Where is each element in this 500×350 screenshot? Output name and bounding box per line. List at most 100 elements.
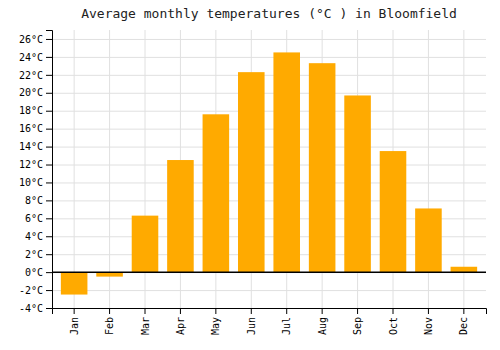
title: Average monthly temperatures (°C ) in Bl…	[81, 6, 457, 21]
grid-line-group	[52, 57, 486, 58]
grid-line	[52, 39, 486, 40]
grid-line	[463, 30, 464, 308]
tick-mark	[357, 308, 358, 314]
grid-line	[52, 200, 486, 201]
grid-line-group	[52, 75, 486, 76]
tick: Aug	[317, 308, 328, 335]
tick-mark	[46, 200, 52, 201]
tick-mark	[46, 93, 52, 94]
tick-mark	[46, 272, 52, 273]
tick-mark	[109, 308, 110, 314]
plot: -4°C -2°C 0°C 2°C 4°C 6°C 8°C 10°C 12°C 14°C 16°C 1…	[19, 30, 487, 335]
tick: Apr	[175, 308, 186, 335]
tick-label: Jan	[69, 317, 80, 335]
bars	[52, 52, 486, 294]
tick-label: Apr	[175, 317, 186, 335]
tick-label: 8°C	[25, 195, 43, 206]
tick-mark	[46, 308, 52, 309]
tick-mark	[46, 129, 52, 130]
y-axis: -4°C -2°C 0°C 2°C 4°C 6°C 8°C 10°C 12°C 14°C 16°C 1…	[19, 31, 53, 314]
tick-label: Jul	[281, 317, 292, 335]
bar	[61, 272, 88, 294]
tick: 16°C	[19, 123, 52, 134]
grid-line	[52, 75, 486, 76]
tick-mark	[46, 111, 52, 112]
tick-label: 24°C	[19, 52, 43, 63]
grid-line	[52, 182, 486, 183]
grid-line	[74, 30, 75, 308]
tick-label: 14°C	[19, 141, 43, 152]
tick-label: -4°C	[19, 303, 43, 314]
axis-line	[53, 309, 487, 315]
grid-line-group	[52, 165, 486, 166]
grid-line-group	[52, 182, 486, 183]
tick-mark	[46, 165, 52, 166]
x-grid	[74, 30, 464, 308]
grid-line	[52, 290, 486, 291]
tick-mark	[393, 308, 394, 314]
grid-line-group	[52, 147, 486, 148]
bar	[451, 267, 478, 272]
tick-mark	[46, 254, 52, 255]
bar	[344, 95, 371, 272]
tick-mark	[286, 308, 287, 314]
grid-line-group	[109, 30, 110, 308]
tick-mark	[180, 308, 181, 314]
tick: Jan	[69, 308, 80, 335]
grid-line-group	[52, 111, 486, 112]
bar	[273, 52, 300, 272]
grid-line-group	[52, 129, 486, 130]
bar	[132, 216, 159, 272]
tick: Jul	[281, 308, 292, 335]
tick: Sep	[352, 308, 363, 335]
tick: 4°C	[25, 231, 52, 242]
tick: Nov	[423, 308, 434, 335]
grid-line-group	[74, 30, 75, 308]
tick-label: 16°C	[19, 123, 43, 134]
tick: 2°C	[25, 249, 52, 260]
grid-line-group	[52, 290, 486, 291]
bar	[238, 72, 265, 272]
tick: 24°C	[19, 52, 52, 63]
tick-label: Nov	[423, 317, 434, 335]
grid-line	[52, 129, 486, 130]
tick: 0°C	[25, 267, 52, 278]
tick-mark	[46, 236, 52, 237]
tick: 6°C	[25, 213, 52, 224]
tick-label: 20°C	[19, 87, 43, 98]
tick-mark	[46, 57, 52, 58]
grid-line-group	[463, 30, 464, 308]
grid-line	[109, 30, 110, 308]
grid-line-group	[52, 200, 486, 201]
tick-label: 2°C	[25, 249, 43, 260]
tick: -4°C	[19, 303, 52, 314]
tick: 26°C	[19, 34, 52, 45]
tick-mark	[46, 39, 52, 40]
tick-label: 18°C	[19, 105, 43, 116]
bar	[415, 208, 442, 272]
tick-mark	[463, 308, 464, 314]
tick: -2°C	[19, 285, 52, 296]
tick: 20°C	[19, 87, 52, 98]
grid-line-group	[52, 93, 486, 94]
grid-line	[52, 165, 486, 166]
tick-label: Oct	[388, 317, 399, 335]
tick-label: -2°C	[19, 285, 43, 296]
tick-label: 10°C	[19, 177, 43, 188]
grid-line-group	[52, 39, 486, 40]
tick-label: 22°C	[19, 70, 43, 81]
tick-mark	[428, 308, 429, 314]
tick: 18°C	[19, 105, 52, 116]
tick-mark	[46, 147, 52, 148]
bar	[309, 63, 336, 272]
tick-label: 6°C	[25, 213, 43, 224]
tick-label: Feb	[104, 317, 115, 335]
tick-label: Mar	[140, 317, 151, 335]
tick-mark	[46, 182, 52, 183]
tick-mark	[74, 308, 75, 314]
tick: 8°C	[25, 195, 52, 206]
axis-line	[46, 31, 53, 309]
tick-label: 12°C	[19, 159, 43, 170]
tick: 22°C	[19, 70, 52, 81]
tick: 10°C	[19, 177, 52, 188]
